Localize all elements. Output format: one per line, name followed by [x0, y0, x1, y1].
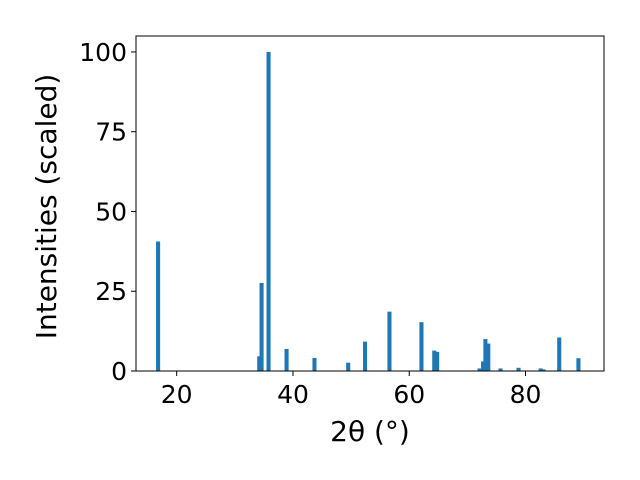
bar: [576, 358, 581, 371]
bar: [387, 311, 392, 371]
y-tick-label: 100: [79, 38, 127, 67]
bar: [557, 337, 562, 371]
plot-frame: [135, 35, 605, 372]
bar: [483, 339, 488, 371]
x-tick-label: 60: [393, 380, 425, 409]
bar: [432, 350, 437, 371]
bar: [259, 282, 264, 371]
y-tick-label: 75: [95, 118, 127, 147]
bar: [516, 367, 521, 371]
bar: [346, 362, 351, 371]
bar: [498, 368, 503, 371]
bar: [284, 348, 289, 371]
x-axis-label: 2θ (°): [330, 415, 410, 448]
bar: [481, 361, 486, 371]
bar: [486, 343, 491, 371]
bar: [266, 51, 271, 371]
bar: [541, 369, 546, 371]
bar: [435, 351, 440, 371]
y-axis-label: Intensities (scaled): [30, 74, 63, 340]
y-tick-label: 50: [95, 197, 127, 226]
x-axis-ticks: 20 40 60 80: [161, 371, 542, 409]
bar-series: [156, 51, 581, 371]
y-axis-ticks: 0 25 50 75 100: [79, 38, 136, 386]
x-tick-label: 20: [161, 380, 193, 409]
bar: [363, 341, 368, 371]
bar: [538, 368, 543, 371]
bar: [419, 322, 424, 371]
x-tick-label: 40: [277, 380, 309, 409]
bar: [477, 368, 482, 371]
bar: [156, 241, 161, 371]
bar: [257, 356, 262, 371]
y-tick-label: 25: [95, 277, 127, 306]
bar: [312, 357, 317, 371]
y-tick-label: 0: [111, 357, 127, 386]
x-tick-label: 80: [510, 380, 542, 409]
